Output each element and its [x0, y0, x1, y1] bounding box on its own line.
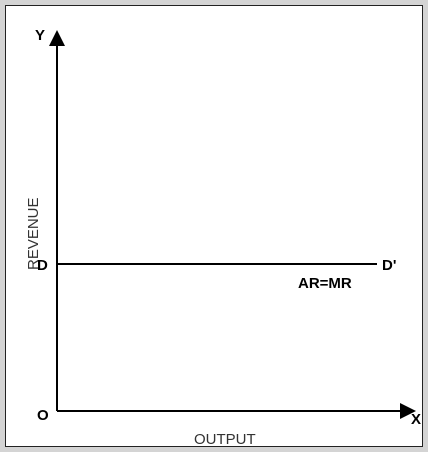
line-end-label: D': [382, 257, 396, 274]
vertical-axis-title: REVENUE: [25, 197, 42, 270]
curve-label: AR=MR: [298, 275, 352, 292]
line-start-label: D: [37, 257, 48, 274]
diagram-panel: [5, 5, 423, 447]
origin-label: O: [37, 407, 49, 424]
y-axis-label: Y: [35, 27, 45, 44]
horizontal-axis-title: OUTPUT: [194, 431, 256, 448]
x-axis-label: X: [411, 411, 421, 428]
